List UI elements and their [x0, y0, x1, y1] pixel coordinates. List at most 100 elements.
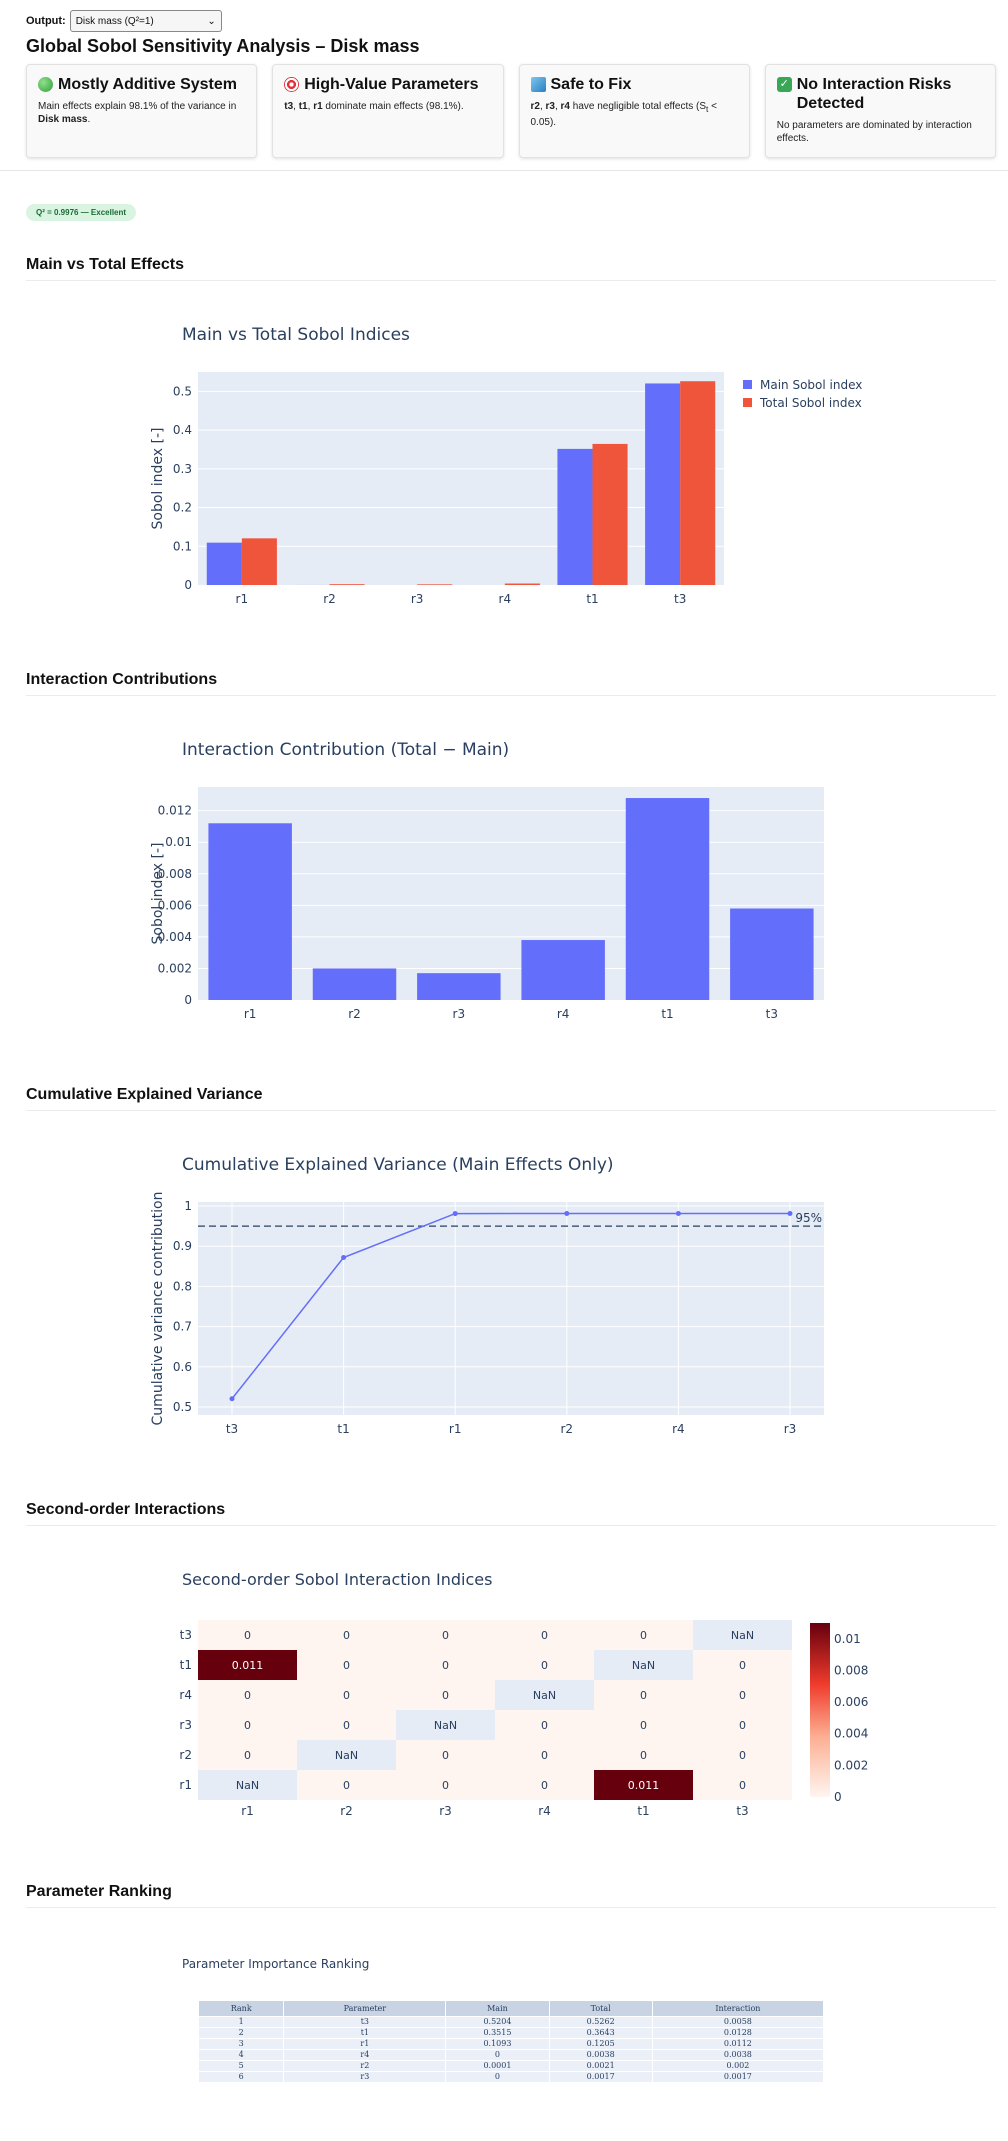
card-text-part: Main effects explain 98.1% of the varian…: [38, 101, 237, 112]
cumulative-chart: Cumulative Explained Variance (Main Effe…: [150, 1155, 824, 1436]
bar-main-sobol-index-t3: [645, 383, 681, 585]
y-tick-label: 1: [184, 1199, 192, 1213]
main-total-chart: Main vs Total Sobol Indices 0 0.1 0.2 0.3 0.4…: [150, 325, 862, 606]
y-tick-label: 0.3: [173, 462, 192, 476]
colorbar: [810, 1623, 830, 1797]
x-tick-label: t1: [337, 1422, 349, 1436]
heatmap-cell-label: 0: [343, 1779, 350, 1792]
point-r1: [452, 1211, 458, 1217]
heatmap-cell-t1-r1: [198, 1650, 297, 1680]
ranking-header-row: Rank Parameter Main Total Interaction: [197, 2000, 825, 2017]
x-tick-label: r1: [236, 592, 249, 606]
heatmap-cell-label: 0.011: [628, 1779, 660, 1792]
x-tick-label: r4: [538, 1804, 551, 1818]
heatmap-cell-r1-r2: [297, 1770, 396, 1800]
heatmap-cell-label: NaN: [731, 1629, 754, 1642]
heatmap-cell-label: 0: [343, 1629, 350, 1642]
heatmap-cell-label: 0: [739, 1659, 746, 1672]
output-select[interactable]: Disk mass (Q²=1) ⌄: [69, 10, 222, 32]
card-text-part: ,: [307, 101, 314, 112]
x-tick-label: r4: [557, 1007, 570, 1021]
y-tick-label: 0.2: [173, 501, 192, 515]
legend-swatch: [743, 380, 752, 389]
ranking-table: Rank Parameter Main Total Interaction 1 t3 0.5…: [197, 2000, 825, 2083]
heatmap-cell-label: 0: [640, 1629, 647, 1642]
y-tick-label: 0.4: [173, 423, 192, 437]
heatmap-cell-label: 0: [442, 1629, 449, 1642]
bar-interaction-t3: [730, 908, 814, 1000]
heatmap-cell-r2-r4: [495, 1740, 594, 1770]
check-icon: ✓: [776, 77, 792, 92]
table-cell: 0: [445, 2071, 550, 2083]
card-no-interaction: ✓ No Interaction Risks Detected No parame…: [764, 64, 996, 158]
x-tick-label: r1: [244, 1007, 257, 1021]
heatmap-cell-r3-t1: [594, 1710, 693, 1740]
section-second-order: Second-order Interactions: [26, 1501, 996, 1526]
card-text-bold: r3: [545, 101, 555, 112]
table-cell: 0.0128: [651, 2027, 825, 2039]
heatmap-cell-r1-r1: [198, 1770, 297, 1800]
table-cell: 0.0038: [548, 2049, 653, 2061]
quality-badge: Q² = 0.9976 — Excellent: [26, 204, 137, 221]
heatmap-cell-t1-t1: [594, 1650, 693, 1680]
point-r3: [787, 1211, 793, 1217]
card-text-sub: t: [706, 104, 709, 114]
table-title: Parameter Importance Ranking: [182, 1957, 369, 1971]
x-tick-label: r2: [561, 1422, 574, 1436]
interaction-chart: Interaction Contribution (Total − Main) 0…: [150, 740, 824, 1021]
header-divider: [0, 170, 1008, 171]
table-cell: 0.1205: [548, 2038, 653, 2050]
table-cell: 0.0001: [445, 2060, 550, 2072]
table-header-cell: Rank: [197, 2000, 285, 2017]
heatmap-cell-label: 0.011: [232, 1659, 264, 1672]
heatmap-cell-t3-t3: [693, 1620, 792, 1650]
output-select-value: Disk mass (Q²=1): [75, 15, 154, 27]
heatmap-cell-label: 0: [739, 1749, 746, 1762]
target-icon: [284, 77, 300, 92]
y-tick-label: 0.012: [158, 804, 192, 818]
heatmap-cell-t3-r4: [495, 1620, 594, 1650]
colorbar-tick-label: 0.01: [834, 1632, 861, 1646]
heatmap-cell-label: 0: [739, 1689, 746, 1702]
heatmap-cell-r3-r4: [495, 1710, 594, 1740]
x-tick-label: t3: [674, 592, 686, 606]
colorbar-tick-label: 0.002: [834, 1758, 868, 1772]
colorbar-tick-label: 0.004: [834, 1727, 868, 1741]
card-text-part: ,: [293, 101, 299, 112]
card-text: r2, r3, r4 have negligible total effects…: [531, 100, 738, 129]
heatmap-cell-r2-r2: [297, 1740, 396, 1770]
second-order-heatmap: Second-order Sobol Interaction Indices t3…: [179, 1570, 868, 1818]
card-text-part: ,: [539, 101, 546, 112]
y-tick-label: 0.5: [173, 384, 192, 398]
x-tick-label: r4: [499, 592, 512, 606]
table-cell: 2: [197, 2027, 285, 2039]
card-text: Main effects explain 98.1% of the varian…: [38, 100, 245, 126]
y-tick-label: 0.004: [158, 930, 192, 944]
heatmap-cell-r2-r3: [396, 1740, 495, 1770]
table-cell: 4: [197, 2049, 285, 2061]
colorbar-tick-label: 0: [834, 1790, 842, 1804]
heatmap-cell-label: 0: [541, 1749, 548, 1762]
output-label: Output:: [26, 15, 66, 27]
bar-total-sobol-index-t1: [592, 443, 628, 585]
card-text: t3, t1, r1 dominate main effects (98.1%)…: [284, 100, 491, 113]
card-heading: High-Value Parameters: [304, 76, 479, 93]
table-cell: 0.0017: [548, 2071, 653, 2083]
table-row: 4 r4 0 0.0038 0.0038: [197, 2049, 825, 2061]
table-cell: 0.0038: [651, 2049, 825, 2061]
x-tick-label: r2: [348, 1007, 361, 1021]
table-cell: 6: [197, 2071, 285, 2083]
heatmap-cell-t3-t1: [594, 1620, 693, 1650]
heatmap-cell-label: 0: [541, 1629, 548, 1642]
x-tick-label: t3: [226, 1422, 238, 1436]
heatmap-cell-label: 0: [541, 1659, 548, 1672]
section-main-total: Main vs Total Effects: [26, 256, 996, 281]
legend-label: Main Sobol index: [760, 378, 862, 392]
y-tick-label: 0.002: [158, 961, 192, 975]
heatmap-cell-r3-r2: [297, 1710, 396, 1740]
table-cell: r1: [283, 2038, 447, 2050]
table-cell: 0.3515: [445, 2027, 550, 2039]
x-tick-label: t3: [736, 1804, 748, 1818]
x-tick-label: r3: [439, 1804, 452, 1818]
heatmap-cell-label: NaN: [434, 1719, 457, 1732]
